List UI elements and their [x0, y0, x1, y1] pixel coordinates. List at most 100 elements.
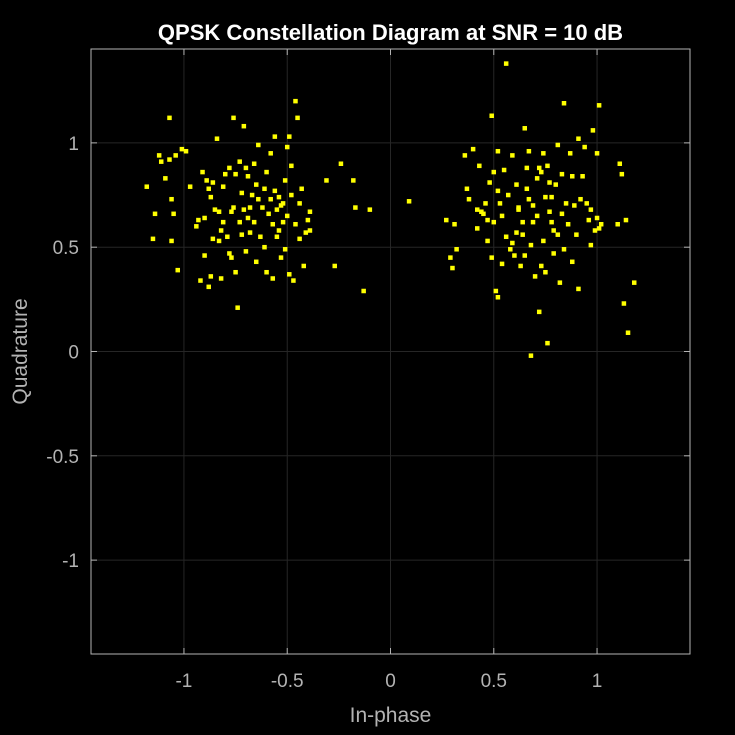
- data-point: [524, 186, 530, 192]
- x-axis-label: In-phase: [350, 704, 432, 727]
- data-point: [156, 153, 162, 158]
- data-point: [167, 115, 172, 121]
- data-point: [202, 253, 207, 258]
- tick-labels: -1 -0.5 0 0.5 1 -1 -0.5 0 0.5 1: [46, 134, 602, 692]
- data-point: [289, 192, 294, 198]
- data-point: [218, 228, 224, 233]
- data-point: [534, 213, 540, 219]
- data-point: [596, 226, 602, 231]
- data-point: [491, 219, 497, 225]
- data-points: [144, 61, 637, 358]
- data-point: [216, 238, 222, 244]
- data-point: [619, 171, 625, 177]
- data-point: [555, 142, 561, 148]
- data-point: [549, 194, 554, 200]
- data-point: [206, 284, 211, 290]
- data-point: [332, 263, 337, 269]
- data-point: [282, 247, 288, 252]
- data-point: [594, 215, 600, 221]
- y-axis-label: Quadrature: [9, 298, 32, 404]
- x-tick-label: -1: [175, 671, 192, 692]
- data-point: [229, 209, 234, 214]
- data-point: [280, 201, 286, 206]
- data-point: [565, 221, 571, 227]
- data-point: [241, 123, 247, 129]
- data-point: [574, 232, 579, 237]
- data-point: [567, 151, 573, 156]
- data-point: [227, 165, 232, 171]
- data-point: [245, 215, 251, 221]
- data-point: [256, 196, 261, 202]
- data-point: [305, 217, 311, 223]
- data-point: [297, 236, 302, 242]
- data-point: [561, 247, 567, 252]
- data-point: [276, 194, 282, 200]
- data-point: [338, 161, 344, 166]
- data-point: [588, 207, 594, 212]
- data-point: [615, 221, 620, 227]
- data-point: [150, 236, 156, 242]
- x-tick-label: 1: [592, 671, 603, 692]
- y-tick-label: -1: [62, 551, 79, 572]
- data-point: [268, 151, 273, 156]
- data-point: [262, 186, 267, 192]
- data-point: [545, 163, 550, 169]
- data-point: [253, 182, 259, 187]
- data-point: [588, 242, 594, 248]
- data-point: [499, 213, 505, 219]
- data-point: [623, 217, 629, 223]
- data-point: [301, 263, 306, 269]
- data-point: [470, 146, 476, 152]
- data-point: [274, 234, 280, 240]
- data-point: [545, 340, 550, 346]
- data-point: [251, 161, 257, 166]
- data-point: [272, 134, 278, 139]
- data-point: [495, 148, 501, 154]
- data-point: [570, 174, 575, 179]
- data-point: [543, 194, 548, 200]
- x-tick-label: 0: [385, 671, 396, 692]
- data-point: [268, 196, 273, 202]
- data-point: [270, 221, 276, 227]
- data-point: [171, 211, 176, 217]
- data-point: [256, 142, 261, 148]
- data-point: [547, 209, 552, 214]
- data-point: [512, 253, 517, 258]
- data-point: [287, 272, 292, 277]
- data-point: [264, 269, 269, 275]
- data-point: [489, 255, 494, 260]
- data-point: [598, 221, 604, 227]
- grid: [91, 49, 690, 654]
- data-point: [169, 238, 174, 244]
- data-point: [167, 157, 172, 162]
- data-point: [590, 128, 596, 133]
- data-point: [522, 126, 528, 131]
- data-point: [243, 165, 249, 171]
- data-point: [237, 219, 242, 225]
- data-point: [466, 196, 472, 202]
- data-point: [324, 178, 329, 183]
- data-point: [522, 253, 528, 258]
- data-point: [262, 244, 267, 250]
- data-point: [251, 219, 257, 225]
- data-point: [208, 274, 214, 279]
- data-point: [297, 201, 302, 206]
- data-point: [582, 144, 587, 150]
- data-point: [239, 190, 245, 196]
- data-point: [631, 280, 637, 285]
- data-point: [584, 201, 589, 206]
- data-point: [208, 194, 214, 200]
- data-point: [551, 251, 556, 256]
- data-point: [307, 209, 313, 214]
- data-point: [233, 171, 238, 177]
- data-point: [534, 176, 540, 181]
- data-point: [223, 171, 228, 177]
- data-point: [218, 276, 224, 281]
- data-point: [551, 228, 556, 233]
- data-point: [516, 205, 521, 210]
- data-point: [580, 174, 585, 179]
- data-point: [448, 255, 453, 260]
- data-point: [444, 217, 449, 223]
- data-point: [367, 207, 373, 212]
